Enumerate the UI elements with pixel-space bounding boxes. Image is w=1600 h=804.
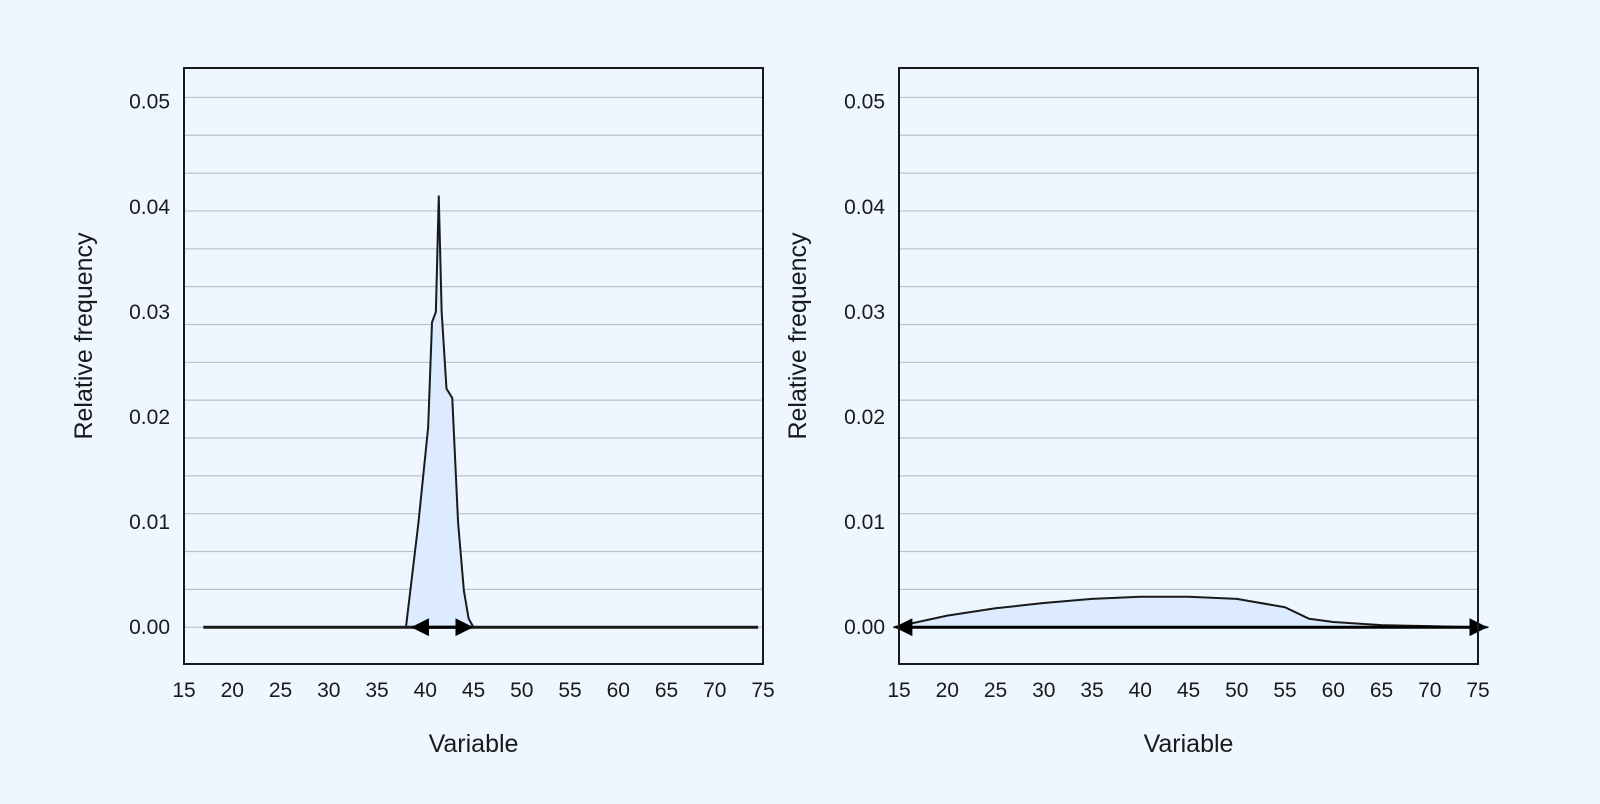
x-tick-label: 25 xyxy=(984,679,1007,702)
x-tick-label: 20 xyxy=(221,679,244,702)
y-tick-label: 0.03 xyxy=(129,301,170,324)
x-tick-label: 25 xyxy=(269,679,292,702)
x-tick-label: 35 xyxy=(365,679,388,702)
plot-frame xyxy=(898,67,1479,665)
x-tick-label: 35 xyxy=(1080,679,1103,702)
density-area xyxy=(893,595,1489,629)
x-tick-label: 70 xyxy=(1418,679,1441,702)
x-tick-label: 55 xyxy=(558,679,581,702)
y-tick-label: 0.02 xyxy=(844,406,885,429)
x-tick-label: 45 xyxy=(1177,679,1200,702)
x-tick-label: 15 xyxy=(887,679,910,702)
x-tick-label: 50 xyxy=(1225,679,1248,702)
x-tick-label: 15 xyxy=(172,679,195,702)
y-tick-label: 0.05 xyxy=(844,91,885,114)
plot-frame xyxy=(183,67,764,665)
density-area xyxy=(404,195,475,629)
x-tick-label: 75 xyxy=(1466,679,1489,702)
y-tick-label: 0.01 xyxy=(844,511,885,534)
x-tick-label: 75 xyxy=(751,679,774,702)
chart-panel-1: 0.00 0.01 0.02 0.03 0.04 0.05 15 20 25 30 35 40 45 50… xyxy=(70,67,775,758)
x-tick-label: 30 xyxy=(1032,679,1055,702)
y-tick-label: 0.00 xyxy=(844,616,885,639)
x-tick-label: 55 xyxy=(1273,679,1296,702)
x-axis-title: Variable xyxy=(1144,730,1234,758)
y-tick-label: 0.03 xyxy=(844,301,885,324)
y-tick-label: 0.01 xyxy=(129,511,170,534)
x-tick-label: 65 xyxy=(1370,679,1393,702)
y-tick-label: 0.04 xyxy=(129,196,170,219)
x-tick-label: 40 xyxy=(1129,679,1152,702)
x-tick-label: 40 xyxy=(414,679,437,702)
y-axis-title: Relative frequency xyxy=(70,232,98,440)
x-tick-label: 50 xyxy=(510,679,533,702)
x-tick-label: 30 xyxy=(317,679,340,702)
x-axis-title: Variable xyxy=(429,730,519,758)
x-tick-label: 45 xyxy=(462,679,485,702)
x-tick-label: 60 xyxy=(607,679,630,702)
x-tick-label: 70 xyxy=(703,679,726,702)
y-tick-label: 0.05 xyxy=(129,91,170,114)
x-tick-label: 65 xyxy=(655,679,678,702)
y-tick-label: 0.02 xyxy=(129,406,170,429)
x-tick-label: 20 xyxy=(936,679,959,702)
x-tick-label: 60 xyxy=(1322,679,1345,702)
y-axis-title: Relative frequency xyxy=(784,232,812,440)
y-tick-label: 0.04 xyxy=(844,196,885,219)
chart-panel-2: 0.00 0.01 0.02 0.03 0.04 0.05 15 20 25 30 35 40 45 50… xyxy=(784,67,1490,758)
y-tick-label: 0.00 xyxy=(129,616,170,639)
